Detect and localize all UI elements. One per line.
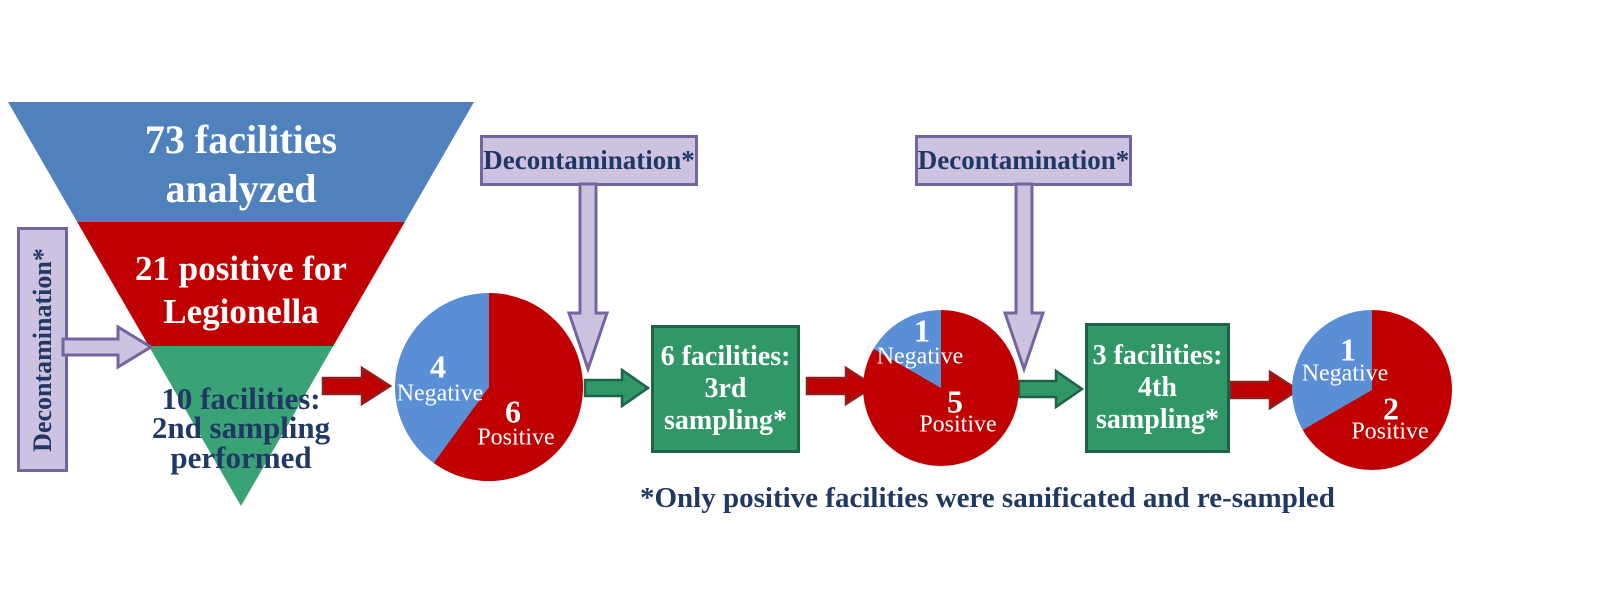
pie2-negative-label: Negative — [876, 343, 964, 370]
pie3-negative-value: 1 — [1340, 331, 1356, 368]
pie2-negative-value: 1 — [914, 312, 930, 349]
pie2-positive-value: 5 — [947, 383, 963, 420]
footnote: *Only positive facilities were sanificat… — [640, 482, 1335, 514]
green-arrow-right-icon — [583, 367, 651, 409]
funnel: 73 facilities analyzed 21 positive for L… — [8, 102, 474, 506]
red-arrow-right-icon — [321, 365, 393, 407]
pie-chart-fourth-sampling — [1292, 310, 1452, 470]
decontamination-arrow-down-icon — [566, 182, 610, 374]
red-arrow-right-icon — [1229, 369, 1301, 411]
decontamination-arrow-down-icon — [1002, 182, 1046, 374]
pie3-positive-value: 2 — [1383, 390, 1399, 427]
decontamination-box-3: Decontamination* — [915, 135, 1132, 186]
decontamination-label: Decontamination* — [27, 247, 57, 452]
decontamination-box-2: Decontamination* — [480, 135, 698, 186]
pie-chart-third-sampling — [863, 310, 1019, 466]
funnel-label-analyzed: 73 facilities analyzed — [144, 117, 338, 211]
decontamination-arrow-right-icon — [61, 324, 154, 370]
pie1-positive-value: 6 — [505, 393, 521, 430]
decontamination-box-vertical: Decontamination* — [17, 227, 68, 472]
pie3-positive-label: Positive — [1351, 418, 1429, 445]
funnel-label-second-sampling: 10 facilities: 2nd sampling performed — [151, 381, 331, 475]
pie1-positive-label: Positive — [477, 424, 555, 451]
funnel-label-positive: 21 positive for Legionella — [135, 249, 347, 331]
red-arrow-right-icon — [805, 365, 877, 407]
green-arrow-right-icon — [1017, 368, 1085, 410]
pie2-positive-label: Positive — [919, 411, 997, 438]
pie-chart-second-sampling — [395, 293, 583, 481]
funnel-layer-analyzed — [8, 102, 474, 222]
stage-box-third-sampling: 6 facilities: 3rd sampling* — [651, 325, 800, 453]
stage-box-fourth-sampling: 3 facilities: 4th sampling* — [1085, 323, 1230, 453]
pie1-negative-label: Negative — [396, 380, 484, 407]
pie3-negative-label: Negative — [1301, 360, 1389, 387]
pie1-negative-value: 4 — [430, 348, 446, 385]
